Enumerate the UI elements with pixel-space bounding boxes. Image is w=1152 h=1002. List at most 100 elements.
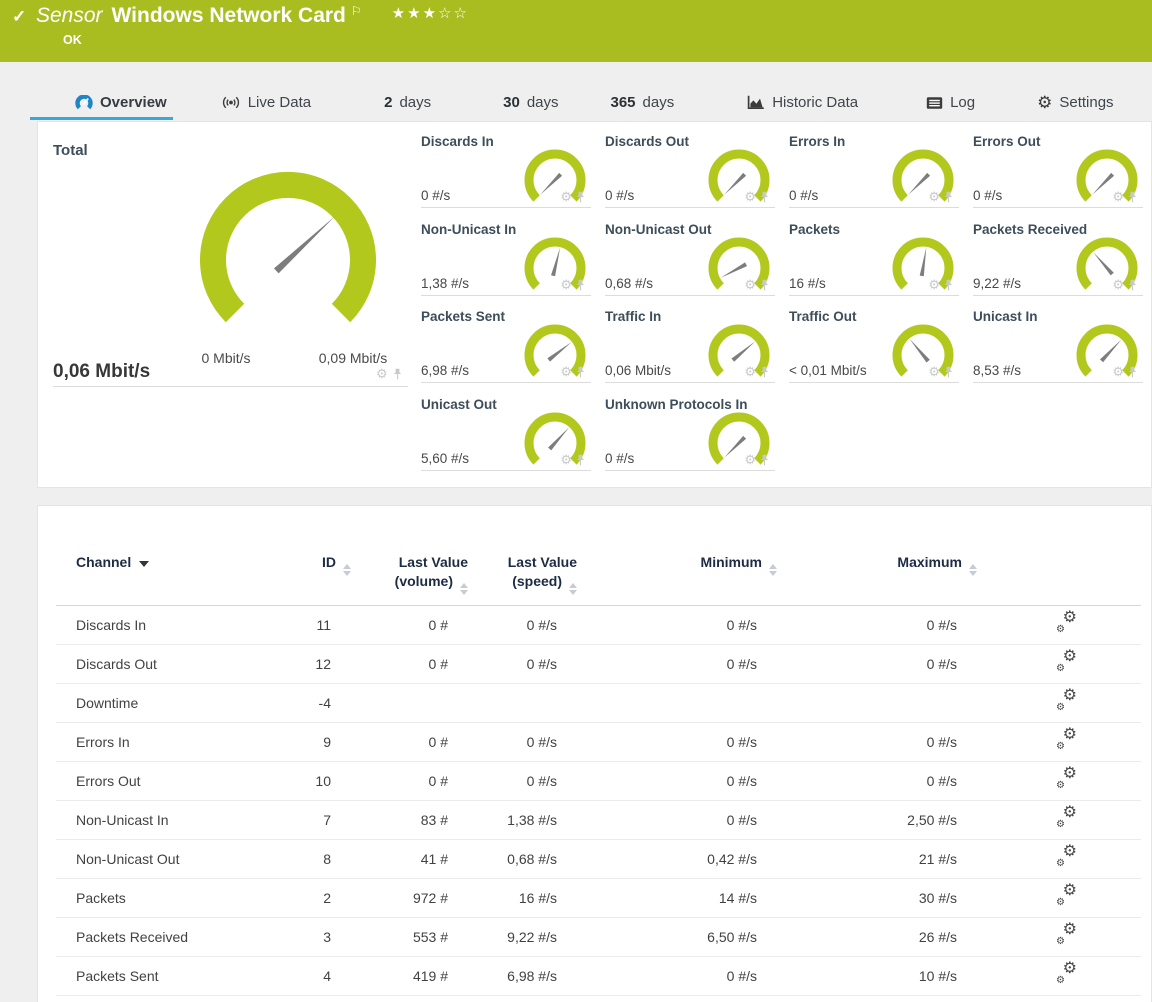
maximum-value: 2,50 #/s [907,812,957,828]
row-actions: ⚙ ⚙ [977,840,1141,879]
gauge-tile-errors-out[interactable]: Errors Out 0 #/s ⚙ [973,134,1143,208]
pin-icon[interactable] [944,279,953,291]
channel-row-errors-in[interactable]: Errors In 9 0 # 0 #/s 0 #/s 0 #/s ⚙ ⚙ [56,722,1141,762]
channel-row-errors-out[interactable]: Errors Out 10 0 # 0 #/s 0 #/s 0 #/s ⚙ ⚙ [56,761,1141,801]
pin-icon[interactable] [944,366,953,378]
channel-settings-icon[interactable]: ⚙ ⚙ [1056,881,1077,908]
gauge-value: 9,22 #/s [973,276,1022,291]
pin-icon[interactable] [1128,191,1137,203]
gear-icon[interactable]: ⚙ [744,452,756,467]
channel-row-packets-sent[interactable]: Packets Sent 4 419 # 6,98 #/s 0 #/s 10 #/s ⚙ ⚙ [56,956,1141,996]
gauge-tile-errors-in[interactable]: Errors In 0 #/s ⚙ [789,134,959,208]
column-header-last-value-speed-[interactable]: Last Value (speed) [468,506,577,606]
star-icon[interactable]: ★ [391,5,408,22]
channel-settings-icon[interactable]: ⚙ ⚙ [1056,608,1077,635]
tile-actions: ⚙ [560,278,585,291]
gear-icon[interactable]: ⚙ [1112,277,1124,292]
gear-icon[interactable]: ⚙ [560,277,572,292]
gauge-tile-unknown-protocols-in[interactable]: Unknown Protocols In 0 #/s ⚙ [605,397,775,471]
column-header-minimum[interactable]: Minimum [577,506,777,606]
last-value-speed: 1,38 #/s [507,812,557,828]
gauge-tile-packets-received[interactable]: Packets Received 9,22 #/s ⚙ [973,222,1143,296]
gauge-tile-non-unicast-in[interactable]: Non-Unicast In 1,38 #/s ⚙ [421,222,591,296]
gauge-tile-traffic-out[interactable]: Traffic Out < 0,01 Mbit/s ⚙ [789,309,959,383]
tab-live-data[interactable]: Live Data [221,94,311,120]
gear-icon[interactable]: ⚙ [928,364,940,379]
star-icon[interactable]: ☆ [453,5,469,22]
star-icon[interactable]: ★ [422,5,439,22]
tab-historic-data[interactable]: Historic Data [747,94,858,120]
sensor-header: ✓ Sensor Windows Network Card ⚐ ★★★☆☆ OK [0,0,1152,62]
minimum-value: 6,50 #/s [707,929,757,945]
gear-icon[interactable]: ⚙ [744,189,756,204]
sort-icon [569,583,577,595]
channel-row-discards-in[interactable]: Discards In 11 0 # 0 #/s 0 #/s 0 #/s ⚙ ⚙ [56,606,1141,645]
tab-days[interactable]: 2 days [384,94,432,111]
gauge-tile-unicast-in[interactable]: Unicast In 8,53 #/s ⚙ [973,309,1143,383]
pin-icon[interactable] [944,191,953,203]
channel-settings-icon[interactable]: ⚙ ⚙ [1056,647,1077,674]
gear-icon[interactable]: ⚙ [1112,364,1124,379]
column-header-id[interactable]: ID [291,506,351,606]
channel-row-non-unicast-out[interactable]: Non-Unicast Out 8 41 # 0,68 #/s 0,42 #/s 21 #… [56,839,1141,879]
channel-name: Errors In [76,734,130,750]
tile-actions: ⚙ [1112,365,1137,378]
tab-overview[interactable]: Overview [30,94,173,120]
gauge-tile-discards-in[interactable]: Discards In 0 #/s ⚙ [421,134,591,208]
gauge-tile-discards-out[interactable]: Discards Out 0 #/s ⚙ [605,134,775,208]
channel-settings-icon[interactable]: ⚙ ⚙ [1056,803,1077,830]
flag-icon[interactable]: ⚐ [350,4,362,18]
pin-icon[interactable] [760,191,769,203]
channel-row-non-unicast-in[interactable]: Non-Unicast In 7 83 # 1,38 #/s 0 #/s 2,50 #/s… [56,800,1141,840]
gauge-tile-packets-sent[interactable]: Packets Sent 6,98 #/s ⚙ [421,309,591,383]
channel-settings-icon[interactable]: ⚙ ⚙ [1056,764,1077,791]
pin-icon[interactable] [576,366,585,378]
pin-icon[interactable] [760,366,769,378]
tab-settings[interactable]: ⚙ Settings [1037,93,1114,112]
channel-settings-icon[interactable]: ⚙ ⚙ [1056,725,1077,752]
column-header-last-value-volume-[interactable]: Last Value (volume) [351,506,468,606]
channel-row-discards-out[interactable]: Discards Out 12 0 # 0 #/s 0 #/s 0 #/s ⚙ ⚙ [56,644,1141,684]
gear-icon[interactable]: ⚙ [560,364,572,379]
tile-actions: ⚙ [744,190,769,203]
channel-id: 12 [315,656,331,672]
last-value-speed: 0 #/s [526,734,557,750]
channel-settings-icon[interactable]: ⚙ ⚙ [1056,920,1077,947]
column-header-maximum[interactable]: Maximum [777,506,977,606]
priority-rating[interactable]: ★★★☆☆ [392,4,469,22]
pin-icon[interactable] [760,279,769,291]
pin-icon[interactable] [393,368,402,380]
pin-icon[interactable] [1128,366,1137,378]
gauge-tile-non-unicast-out[interactable]: Non-Unicast Out 0,68 #/s ⚙ [605,222,775,296]
channel-settings-icon[interactable]: ⚙ ⚙ [1056,959,1077,986]
gear-icon[interactable]: ⚙ [928,277,940,292]
gear-icon[interactable]: ⚙ [1112,189,1124,204]
channel-settings-icon[interactable]: ⚙ ⚙ [1056,686,1077,713]
star-icon[interactable]: ★ [407,5,423,22]
gear-icon[interactable]: ⚙ [560,452,572,467]
tab-days[interactable]: 365 days [610,94,675,111]
pin-icon[interactable] [576,279,585,291]
channel-row-packets-received[interactable]: Packets Received 3 553 # 9,22 #/s 6,50 #/s 26… [56,917,1141,957]
gauge-tile-unicast-out[interactable]: Unicast Out 5,60 #/s ⚙ [421,397,591,471]
star-icon[interactable]: ☆ [438,5,454,22]
channel-row-downtime[interactable]: Downtime -4 ⚙ ⚙ [56,683,1141,723]
gear-icon[interactable]: ⚙ [744,364,756,379]
sort-icon [969,564,977,576]
gear-icon[interactable]: ⚙ [376,366,388,381]
pin-icon[interactable] [760,454,769,466]
gear-icon[interactable]: ⚙ [744,277,756,292]
gauge-tile-traffic-in[interactable]: Traffic In 0,06 Mbit/s ⚙ [605,309,775,383]
channel-id: 2 [323,890,331,906]
gear-icon[interactable]: ⚙ [560,189,572,204]
gauge-tile-packets[interactable]: Packets 16 #/s ⚙ [789,222,959,296]
tab-days[interactable]: 30 days [503,94,559,111]
gear-icon[interactable]: ⚙ [928,189,940,204]
pin-icon[interactable] [1128,279,1137,291]
tab-log[interactable]: Log [926,94,975,120]
pin-icon[interactable] [576,454,585,466]
channel-row-packets[interactable]: Packets 2 972 # 16 #/s 14 #/s 30 #/s ⚙ ⚙ [56,878,1141,918]
channel-settings-icon[interactable]: ⚙ ⚙ [1056,842,1077,869]
column-header-channel[interactable]: Channel [56,506,291,606]
pin-icon[interactable] [576,191,585,203]
